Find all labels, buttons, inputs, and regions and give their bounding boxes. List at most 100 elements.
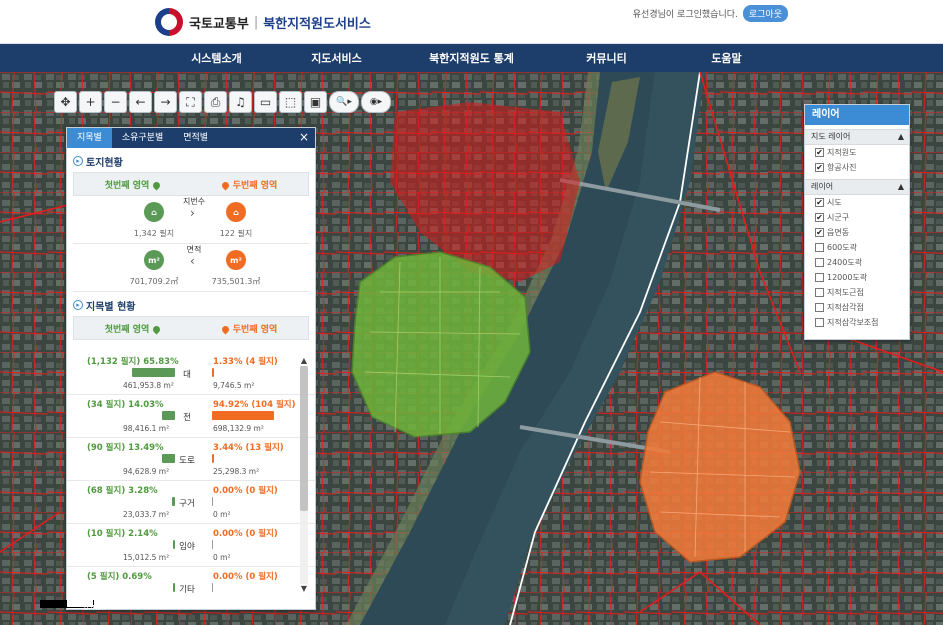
- second-bar: [212, 454, 214, 463]
- measure-icon[interactable]: ♫: [229, 91, 252, 113]
- nav-system-intro[interactable]: 시스템소개: [191, 52, 242, 65]
- nav-statistics[interactable]: 북한지적원도 통계: [429, 52, 514, 65]
- area-icon[interactable]: ▭: [254, 91, 277, 113]
- second-area-header: 두번째 영역: [191, 178, 308, 191]
- layer-item[interactable]: ✔ 읍면동: [805, 225, 909, 240]
- second-bar: [212, 368, 214, 377]
- checkbox-icon[interactable]: [815, 318, 824, 327]
- first-bar: [172, 497, 175, 506]
- second-area-header: 두번째 영역: [191, 322, 308, 335]
- first-area-value: 701,709.2㎡: [129, 277, 179, 286]
- tab-area[interactable]: 면적별: [183, 133, 209, 143]
- nav-community[interactable]: 커뮤니티: [586, 52, 627, 65]
- checkbox-icon[interactable]: [815, 258, 824, 267]
- checkbox-checked-icon[interactable]: ✔: [815, 213, 824, 222]
- chevron-down-icon[interactable]: ▼: [300, 584, 308, 593]
- first-bar: [173, 583, 175, 592]
- location-pin-icon: [151, 324, 162, 334]
- layer-item[interactable]: 지적삼각점: [805, 300, 909, 315]
- checkbox-checked-icon[interactable]: ✔: [815, 148, 824, 157]
- image-icon[interactable]: ▣: [304, 91, 327, 113]
- checkbox-icon[interactable]: [815, 303, 824, 312]
- first-area-header: 첫번째 영역: [74, 178, 191, 191]
- second-bar: [212, 411, 274, 420]
- checkbox-icon[interactable]: [815, 288, 824, 297]
- site-logo[interactable]: 국토교통부 | 북한지적원도서비스: [155, 8, 371, 36]
- checkbox-icon[interactable]: [815, 273, 824, 282]
- area-label: 면적: [186, 245, 202, 254]
- back-icon[interactable]: ←: [129, 91, 152, 113]
- layer-item[interactable]: ✔ 지적원도: [805, 145, 909, 160]
- first-area: 461,953.8 m²: [123, 381, 174, 390]
- search-dropdown-icon[interactable]: 🔍▸: [329, 91, 359, 113]
- second-bar: [212, 540, 213, 549]
- chevron-up-icon[interactable]: ▲: [897, 132, 904, 141]
- logo-divider: |: [253, 14, 259, 30]
- login-status: 유선경님이 로그인했습니다. 로그아웃: [633, 5, 788, 22]
- nav-map-service[interactable]: 지도서비스: [311, 52, 362, 65]
- land-status-label: 토지현황: [86, 157, 123, 169]
- location-pin-icon: [220, 180, 231, 190]
- layer-item[interactable]: 지적도근점: [805, 285, 909, 300]
- layer-item-label: 시군구: [827, 213, 850, 222]
- first-area: 15,012.5 m²: [123, 553, 170, 562]
- category-label: 도로: [179, 456, 195, 466]
- move-icon[interactable]: ✥: [54, 91, 77, 113]
- parcel-count-block: ⌂ 지번수 › ⌂ 1,342 필지 122 필지: [73, 196, 309, 244]
- layer-item[interactable]: 12000도곽: [805, 270, 909, 285]
- tab-jimok[interactable]: 지목별: [67, 128, 112, 148]
- view-dropdown-icon[interactable]: ◉▸: [361, 91, 391, 113]
- layer-item-label: 600도곽: [827, 243, 857, 252]
- list-scrollbar[interactable]: ▲ ▼: [299, 356, 309, 594]
- second-percent: 0.00% (0 필지): [213, 486, 278, 496]
- forward-icon[interactable]: →: [154, 91, 177, 113]
- layer-item-label: 읍면동: [827, 228, 850, 237]
- second-percent: 94.92% (104 필지): [213, 400, 296, 410]
- print-icon[interactable]: ⎙: [204, 91, 227, 113]
- layer-item[interactable]: 600도곽: [805, 240, 909, 255]
- checkbox-checked-icon[interactable]: ✔: [815, 198, 824, 207]
- nav-help[interactable]: 도움말: [711, 52, 742, 65]
- checkbox-checked-icon[interactable]: ✔: [815, 163, 824, 172]
- area-icon: m²: [226, 250, 246, 270]
- ministry-name: 국토교통부: [189, 16, 249, 32]
- zoom-out-icon[interactable]: −: [104, 91, 127, 113]
- location-pin-icon: [151, 180, 162, 190]
- layer-item[interactable]: ✔ 시도: [805, 195, 909, 210]
- second-bar: [212, 497, 213, 506]
- checkbox-checked-icon[interactable]: ✔: [815, 228, 824, 237]
- layer-group[interactable]: 레이어 ▲: [805, 179, 909, 195]
- parcel-count-label: 지번수: [182, 197, 206, 206]
- layer-item-label: 지적삼각점: [827, 303, 864, 312]
- close-icon[interactable]: ×: [298, 130, 309, 144]
- layer-item-label: 시도: [827, 198, 842, 207]
- map-layer-group[interactable]: 지도 레이어 ▲: [805, 129, 909, 145]
- layer-item[interactable]: ✔ 항공사진: [805, 160, 909, 175]
- statistics-panel: 지목별 소유구분별 면적별 × ▸ 토지현황 첫번째 영역 두번째 영역 ⌂ 지…: [66, 127, 316, 610]
- first-percent: (10 필지) 2.14%: [87, 529, 158, 539]
- layer-item[interactable]: ✔ 시군구: [805, 210, 909, 225]
- chevron-up-icon[interactable]: ▲: [897, 182, 904, 191]
- scroll-track[interactable]: [300, 366, 308, 584]
- zoom-in-icon[interactable]: +: [79, 91, 102, 113]
- area-block: m² 면적 ‹ m² 701,709.2㎡ 735,501.3㎡: [73, 244, 309, 292]
- full-extent-icon[interactable]: ⛶: [179, 91, 202, 113]
- logout-button[interactable]: 로그아웃: [742, 5, 788, 22]
- chevron-up-icon[interactable]: ▲: [300, 356, 308, 365]
- layer-item[interactable]: 2400도곽: [805, 255, 909, 270]
- compare-header-2: 첫번째 영역 두번째 영역: [73, 316, 309, 340]
- second-area-label: 두번째 영역: [232, 180, 278, 191]
- scroll-thumb[interactable]: [300, 366, 308, 511]
- select-icon[interactable]: ⬚: [279, 91, 302, 113]
- layer-item-label: 항공사진: [827, 163, 857, 172]
- main-nav: 시스템소개 지도서비스 북한지적원도 통계 커뮤니티 도움말: [0, 44, 943, 72]
- building-icon: ⌂: [226, 202, 246, 222]
- area-icon: m²: [144, 250, 164, 270]
- checkbox-icon[interactable]: [815, 243, 824, 252]
- scale-bar: [40, 600, 94, 608]
- play-icon: ▸: [73, 156, 83, 166]
- tab-ownership[interactable]: 소유구분별: [121, 133, 164, 143]
- layer-item[interactable]: 지적삼각보조점: [805, 315, 909, 330]
- layer-item-label: 12000도곽: [827, 273, 868, 282]
- jimok-list[interactable]: (1,132 필지) 65.83% 1.33% (4 필지) 대 461,953…: [67, 352, 315, 609]
